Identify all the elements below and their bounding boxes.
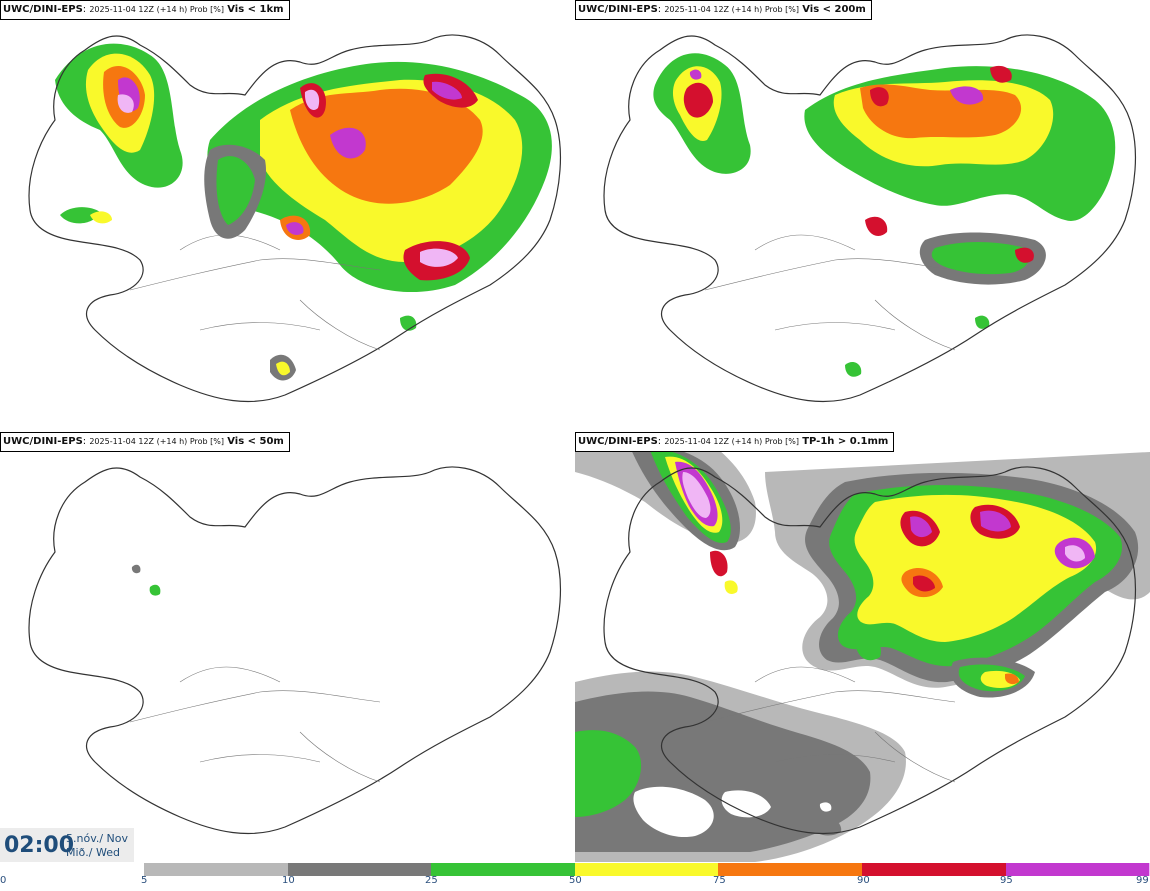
legend-tick: 25 [425,875,438,886]
legend-tick: 99 [1136,875,1149,886]
legend-color-segment [861,863,1006,876]
legend-tick: 50 [569,875,582,886]
valid-time: 02:00 [4,833,75,858]
probability-field [575,432,1150,862]
boundary-lines [129,666,381,783]
iceland-coastline [603,466,1137,835]
legend-tick: 95 [1000,875,1013,886]
valid-time-box: 02:00 5.nóv./ Nov Mið./ Wed [0,828,134,862]
forecast-meta: 2025-11-04 12Z (+14 h) Prob [%] [664,437,800,446]
legend-tick: 0 [0,875,7,886]
parameter-label: Vis < 1km [227,4,284,15]
iceland-coastline [28,34,562,403]
map-vis-200m [603,34,1137,403]
parameter-label: Vis < 200m [802,4,866,15]
panel-vis-1km: UWC/DINI-EPS: 2025-11-04 12Z (+14 h) Pro… [0,0,575,432]
map-vis-50m [28,466,562,835]
boundary-lines [129,234,381,351]
legend-color-segment [718,863,862,876]
panel-title: UWC/DINI-EPS: 2025-11-04 12Z (+14 h) Pro… [575,0,872,20]
legend-color-segment [287,863,432,876]
model-label: UWC/DINI-EPS [578,4,658,15]
parameter-label: Vis < 50m [227,436,284,447]
probability-field [653,53,1116,377]
legend-color-segment [431,863,575,876]
probability-field [55,43,552,381]
legend-tick: 5 [141,875,148,886]
map-tp-1h [575,432,1150,862]
legend-color-segment [144,863,288,876]
legend-color-segment [574,863,719,876]
panel-title: UWC/DINI-EPS: 2025-11-04 12Z (+14 h) Pro… [575,432,895,452]
model-label: UWC/DINI-EPS [3,4,83,15]
iceland-coastline [603,34,1137,403]
map-vis-1km [28,34,562,403]
panel-vis-50m: UWC/DINI-EPS: 2025-11-04 12Z (+14 h) Pro… [0,432,575,862]
model-label: UWC/DINI-EPS [578,436,658,447]
probability-field [131,564,161,596]
panel-tp-1h: UWC/DINI-EPS: 2025-11-04 12Z (+14 h) Pro… [575,432,1150,862]
valid-date-line-2: Mið./ Wed [66,846,120,859]
boundary-lines [704,666,956,783]
model-label: UWC/DINI-EPS [3,436,83,447]
boundary-lines [704,234,956,351]
legend-tick: 75 [713,875,726,886]
panel-title: UWC/DINI-EPS: 2025-11-04 12Z (+14 h) Pro… [0,432,290,452]
legend-color-segment [1005,863,1150,876]
forecast-meta: 2025-11-04 12Z (+14 h) Prob [%] [89,437,225,446]
iceland-coastline [28,466,562,835]
forecast-meta: 2025-11-04 12Z (+14 h) Prob [%] [664,5,800,14]
panel-vis-200m: UWC/DINI-EPS: 2025-11-04 12Z (+14 h) Pro… [575,0,1150,432]
panel-title: UWC/DINI-EPS: 2025-11-04 12Z (+14 h) Pro… [0,0,290,20]
legend-tick: 90 [857,875,870,886]
legend-tick: 10 [282,875,295,886]
probability-legend: 0 5 10 25 50 75 90 95 99 [0,862,1150,891]
parameter-label: TP-1h > 0.1mm [802,436,889,447]
valid-date-line-1: 5.nóv./ Nov [66,832,129,845]
forecast-meta: 2025-11-04 12Z (+14 h) Prob [%] [89,5,225,14]
